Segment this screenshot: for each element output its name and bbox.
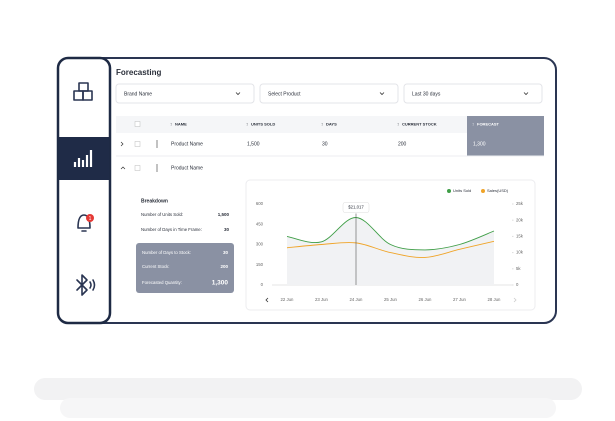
bluetooth-icon[interactable] [76, 274, 96, 296]
dropdown[interactable] [259, 83, 399, 104]
summary-value: 200 [220, 264, 228, 269]
checkbox[interactable] [134, 121, 141, 127]
checkbox[interactable] [134, 141, 141, 147]
inventory-icon[interactable] [73, 82, 93, 101]
dropdown-label: Last 30 days [412, 91, 441, 97]
column-header: UNITS SOLD [251, 122, 275, 127]
x-tick-label: 26 Jun [419, 297, 433, 302]
column-header: DAYS [326, 122, 337, 127]
summary-value: 30 [223, 250, 229, 255]
dropdown-label: Select Product [268, 91, 301, 97]
summary-label: Current Stock: [142, 264, 169, 269]
next-arrow[interactable] [513, 297, 517, 303]
x-tick-label: 22 Jun [281, 297, 295, 302]
forecast-icon[interactable] [73, 150, 93, 167]
dropdown-label: Brand Name [124, 91, 152, 97]
sort-icon: ↕ [472, 122, 474, 127]
breakdown-title: Breakdown [141, 198, 168, 204]
table-header [116, 116, 544, 133]
dropdown[interactable] [115, 83, 255, 104]
y-tick-label: 0 [261, 282, 264, 287]
column-header: NAME [175, 122, 187, 127]
summary-value: 1,300 [212, 280, 229, 287]
sort-icon: ↕ [170, 122, 172, 127]
y2-tick-label: 15k [516, 234, 524, 239]
cell: Product Name [171, 165, 203, 171]
cell: 1,500 [247, 141, 260, 147]
notification-icon[interactable]: 1 [77, 214, 94, 232]
cell: 1,300 [473, 141, 486, 147]
y-tick-label: 300 [256, 242, 264, 247]
legend-swatch [481, 189, 485, 193]
dropdown[interactable] [403, 83, 543, 104]
breakdown-label: Number of Units Sold: [141, 212, 183, 217]
chevron [523, 92, 529, 96]
summary-label: Forecasted Quantity: [142, 280, 182, 285]
legend-swatch [447, 189, 451, 193]
x-tick-label: 23 Jun [315, 297, 329, 302]
legend-label: Units Sold [453, 188, 471, 193]
y2-tick-label: 5k [516, 266, 521, 271]
backdrop [60, 398, 556, 418]
y2-tick-label: 10k [516, 250, 524, 255]
y-tick-label: 450 [256, 221, 264, 226]
area [287, 217, 494, 285]
chevron [379, 92, 385, 96]
sort-icon: ↕ [397, 122, 399, 127]
chevron [235, 92, 241, 96]
column-header: CURRENT STOCK [402, 122, 437, 127]
expand-toggle[interactable] [120, 166, 126, 170]
breakdown-value: 30 [224, 227, 230, 232]
breakdown-value: 1,500 [218, 212, 230, 217]
line [286, 217, 495, 251]
y2-tick-label: 0 [516, 282, 519, 287]
legend-label: Sales(USD) [487, 188, 509, 193]
x-tick-label: 28 Jun [488, 297, 502, 302]
summary-label: Number of Days to Stock: [142, 250, 191, 255]
x-tick-label: 27 Jun [453, 297, 467, 302]
sort-icon: ↕ [246, 122, 248, 127]
tooltip-text: $21,017 [348, 205, 364, 210]
y-tick-label: 600 [256, 201, 264, 206]
backdrop [34, 378, 582, 400]
summary-box [136, 243, 234, 293]
forecast-column [467, 116, 544, 156]
line [286, 240, 495, 258]
x-tick-label: 25 Jun [384, 297, 398, 302]
sidebar-active[interactable] [59, 137, 109, 180]
x-tick-label: 24 Jun [350, 297, 364, 302]
expand-toggle[interactable] [120, 141, 124, 147]
cell: 30 [322, 141, 328, 147]
badge: 1 [89, 216, 92, 222]
sort-icon: ↕ [321, 122, 323, 127]
y2-tick-label: 25k [516, 201, 524, 206]
sidebar [56, 56, 112, 325]
prev-arrow[interactable] [265, 297, 269, 303]
checkbox[interactable] [134, 165, 141, 171]
column-header: FORECAST [477, 122, 500, 127]
cell: Product Name [171, 141, 203, 147]
cell: 200 [398, 141, 407, 147]
y-tick-label: 150 [256, 262, 264, 267]
page-title: Forecasting [116, 68, 161, 77]
y2-tick-label: 20k [516, 217, 524, 222]
breakdown-label: Number of Days in Time Frame: [141, 227, 202, 232]
tooltip [342, 202, 370, 213]
